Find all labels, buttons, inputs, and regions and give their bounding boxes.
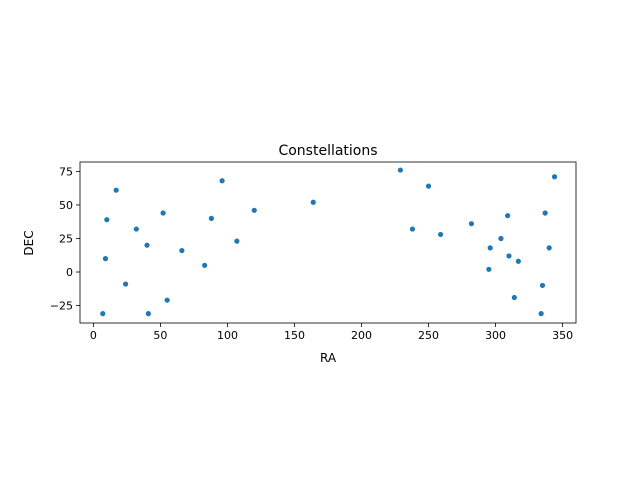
data-point bbox=[538, 311, 544, 317]
data-point bbox=[219, 178, 225, 184]
data-point bbox=[409, 226, 416, 232]
data-point bbox=[425, 183, 432, 189]
data-point bbox=[397, 167, 403, 173]
data-point bbox=[160, 210, 166, 216]
x-tick-label: 200 bbox=[351, 329, 372, 342]
data-point bbox=[310, 199, 316, 205]
y-axis-label: DEC bbox=[22, 230, 36, 255]
y-tick-label: 50 bbox=[59, 199, 73, 212]
data-point bbox=[551, 174, 558, 180]
data-point bbox=[487, 245, 493, 251]
x-tick-label: 100 bbox=[217, 329, 238, 342]
y-tick-label: 25 bbox=[59, 232, 73, 245]
data-point bbox=[202, 262, 208, 268]
x-tick-label: 350 bbox=[552, 329, 573, 342]
data-point bbox=[164, 297, 170, 303]
data-point bbox=[498, 235, 504, 242]
data-point bbox=[468, 221, 475, 227]
plot-frame bbox=[79, 161, 577, 324]
data-point bbox=[102, 256, 109, 262]
y-tick-label: −25 bbox=[50, 300, 73, 313]
data-point bbox=[104, 217, 110, 223]
data-point bbox=[511, 294, 517, 301]
points-layer bbox=[100, 167, 558, 317]
data-point bbox=[438, 231, 444, 238]
chart-title: Constellations bbox=[278, 143, 377, 159]
data-point bbox=[546, 245, 552, 251]
data-point bbox=[179, 247, 185, 254]
data-point bbox=[100, 311, 106, 317]
data-point bbox=[251, 207, 257, 213]
data-point bbox=[539, 282, 546, 289]
data-point bbox=[133, 226, 139, 232]
data-point bbox=[542, 210, 548, 216]
data-point bbox=[505, 213, 511, 219]
y-tick-label: 75 bbox=[59, 165, 73, 178]
data-point bbox=[208, 215, 214, 221]
x-axis-label: RA bbox=[320, 351, 337, 365]
data-point bbox=[515, 258, 521, 264]
axes-layer: 0 50 100 150 200 250 300 350 −25 0 25 50 75 bbox=[50, 161, 577, 342]
data-point bbox=[144, 242, 150, 248]
data-point bbox=[506, 253, 512, 259]
data-point bbox=[122, 281, 129, 287]
data-point bbox=[486, 266, 492, 272]
x-tick-label: 50 bbox=[153, 329, 167, 342]
x-tick-label: 150 bbox=[284, 329, 305, 342]
y-tick-label: 0 bbox=[66, 266, 73, 279]
x-tick-label: 0 bbox=[90, 329, 97, 342]
x-tick-label: 250 bbox=[418, 329, 439, 342]
data-point bbox=[145, 311, 151, 317]
x-tick-label: 300 bbox=[485, 329, 506, 342]
data-point bbox=[234, 238, 240, 244]
data-point bbox=[113, 187, 119, 193]
